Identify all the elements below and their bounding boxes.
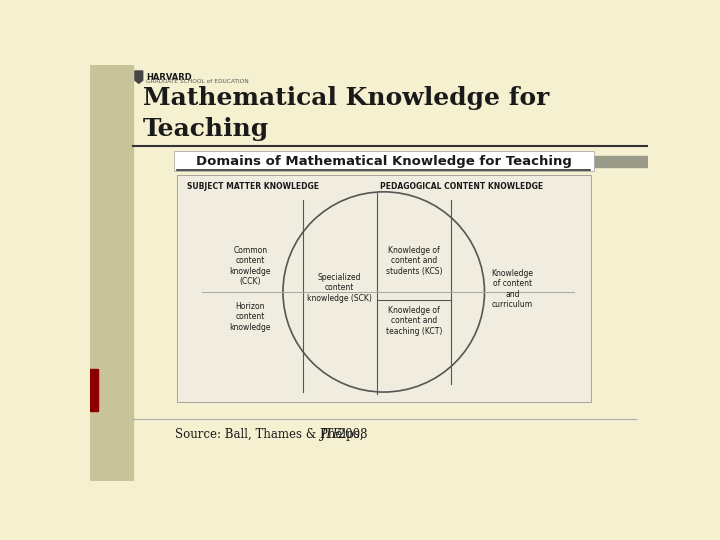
Bar [177,175,590,402]
Text: Mathematical Knowledge for: Mathematical Knowledge for [143,86,549,110]
Text: Knowledge of
content and
teaching (KCT): Knowledge of content and teaching (KCT) [386,306,442,335]
Text: Teaching: Teaching [143,117,269,141]
Text: Specialized
content
knowledge (SCK): Specialized content knowledge (SCK) [307,273,372,302]
Text: HARVARD: HARVARD [145,72,192,82]
Bar [174,151,594,171]
Text: PEDAGOGICAL CONTENT KNOWLEDGE: PEDAGOGICAL CONTENT KNOWLEDGE [380,182,544,191]
Text: Horizon
content
knowledge: Horizon content knowledge [230,302,271,332]
Bar [431,156,648,167]
Text: Domains of Mathematical Knowledge for Teaching: Domains of Mathematical Knowledge for Te… [196,154,572,167]
Polygon shape [135,71,143,83]
Bar [90,65,132,481]
Text: Common
content
knowledge
(CCK): Common content knowledge (CCK) [230,246,271,286]
Text: Knowledge
of content
and
curriculum: Knowledge of content and curriculum [491,269,534,309]
Text: JTE: JTE [321,428,342,441]
Text: GRADUATE SCHOOL of EDUCATION: GRADUATE SCHOOL of EDUCATION [145,79,248,84]
Text: Source: Ball, Thames & Phelps,: Source: Ball, Thames & Phelps, [175,428,367,441]
Text: SUBJECT MATTER KNOWLEDGE: SUBJECT MATTER KNOWLEDGE [186,182,319,191]
Bar [90,369,98,411]
Text: 2008: 2008 [334,428,368,441]
Text: Knowledge of
content and
students (KCS): Knowledge of content and students (KCS) [386,246,442,275]
